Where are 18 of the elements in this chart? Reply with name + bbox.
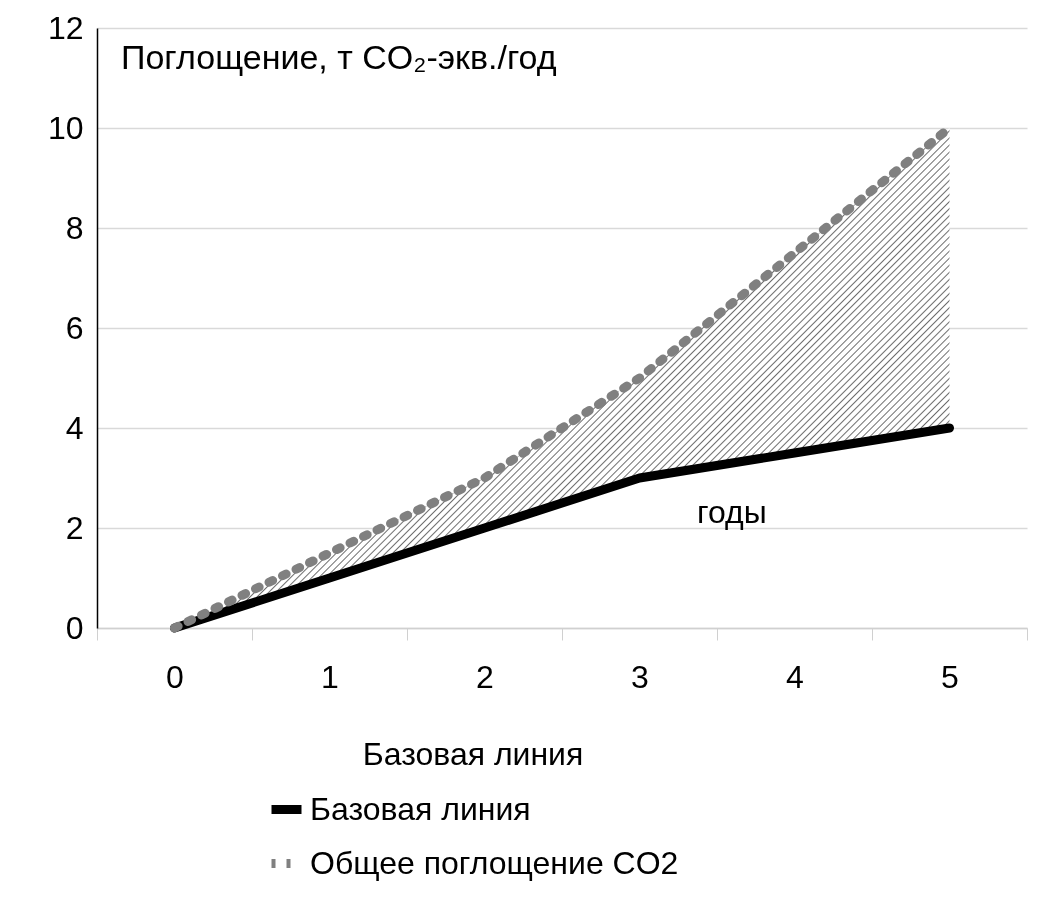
y-tick-label: 0 [65,609,84,646]
y-tick-label: 4 [65,409,84,446]
x-tick-label: 2 [476,658,494,695]
y-axis-title: Поглощение, т CO₂-экв./год [121,38,557,76]
x-tick-label: 1 [321,658,339,695]
y-tick-label: 6 [65,309,84,346]
legend-label: Базовая линия [310,790,531,827]
legend-label: Общее поглощение CO2 [310,844,679,881]
x-tick-label: 3 [631,658,649,695]
x-tick-label: 0 [166,658,184,695]
y-tick-label: 12 [47,9,84,46]
y-tick-label: 10 [47,109,84,146]
legend-title: Базовая линия [362,736,584,772]
x-tick-label: 4 [786,658,804,695]
y-tick-label: 8 [65,209,84,246]
x-tick-label: 5 [941,658,959,695]
y-tick-label: 2 [65,509,84,546]
annotation: годы [697,494,767,530]
